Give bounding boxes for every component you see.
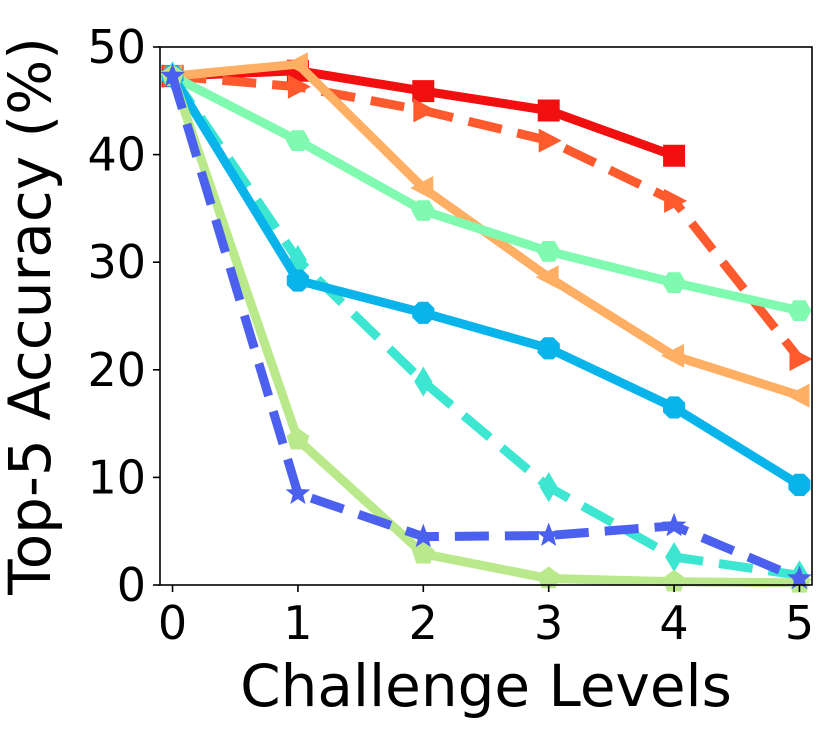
- y-tick-label: 40: [87, 128, 146, 182]
- data-point: [537, 566, 561, 589]
- series-line: [170, 72, 801, 315]
- x-tick-label: 1: [283, 596, 312, 650]
- series-line: [168, 74, 800, 588]
- data-point: [535, 265, 559, 290]
- y-axis-label: Top-5 Accuracy (%): [0, 37, 64, 596]
- series-line: [168, 73, 802, 489]
- y-tick-label: 0: [117, 558, 146, 612]
- plot-frame: [159, 46, 813, 586]
- data-point: [286, 269, 309, 292]
- data-point: [287, 74, 311, 99]
- data-point: [536, 241, 561, 262]
- series-layer: [159, 52, 813, 593]
- data-point: [285, 130, 310, 151]
- data-point: [661, 343, 685, 368]
- data-point: [664, 188, 688, 213]
- x-tick-label: 2: [409, 596, 438, 650]
- y-tick-label: 30: [87, 235, 146, 289]
- data-point: [284, 52, 308, 77]
- data-point: [665, 542, 684, 572]
- series-line: [172, 71, 804, 362]
- series-8: [160, 63, 812, 590]
- data-point: [661, 512, 687, 537]
- data-point: [410, 523, 436, 548]
- data-point: [789, 347, 813, 371]
- series-line: [168, 73, 801, 580]
- data-point: [410, 176, 434, 200]
- data-point: [788, 473, 811, 496]
- x-tick-label: 4: [659, 596, 688, 650]
- data-point: [662, 569, 686, 592]
- data-point: [286, 427, 310, 450]
- data-point: [536, 522, 562, 546]
- data-point: [537, 99, 560, 122]
- data-point: [160, 63, 185, 87]
- data-point: [413, 98, 437, 123]
- data-point: [663, 144, 686, 167]
- data-point: [412, 301, 435, 324]
- data-point: [539, 472, 558, 503]
- data-point: [662, 272, 687, 293]
- data-point: [412, 80, 435, 103]
- x-axis-label: Challenge Levels: [240, 652, 732, 720]
- data-point: [411, 200, 436, 221]
- x-tick-label: 0: [158, 596, 187, 650]
- data-point: [537, 337, 560, 360]
- y-tick-label: 50: [87, 20, 146, 74]
- x-tick-label: 5: [785, 596, 814, 650]
- y-tick-label: 20: [87, 343, 146, 397]
- x-tick-label: 3: [534, 596, 563, 650]
- data-point: [787, 300, 812, 321]
- data-point: [285, 480, 311, 505]
- data-point: [414, 366, 433, 397]
- data-point: [411, 541, 435, 564]
- y-tick-label: 10: [87, 450, 146, 504]
- data-point: [538, 128, 562, 153]
- series-line: [168, 74, 802, 583]
- axes-layer: 0 10 20 30 40 50 0 1 2 3 4 5: [87, 20, 814, 650]
- data-point: [663, 396, 686, 419]
- data-point: [787, 565, 812, 590]
- series-7: [161, 64, 811, 593]
- data-point: [786, 383, 810, 408]
